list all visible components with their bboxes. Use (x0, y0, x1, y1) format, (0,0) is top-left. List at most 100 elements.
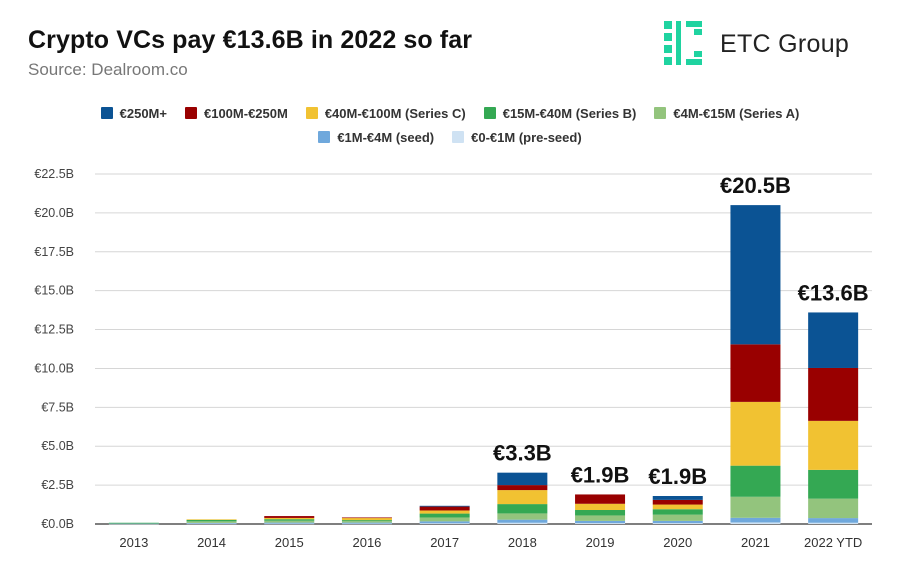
legend-swatch (318, 131, 331, 143)
bar-segment (108, 523, 159, 524)
bar-segment (497, 472, 548, 486)
bar-segment (186, 522, 237, 524)
bar-segment (419, 513, 470, 518)
x-tick-label: 2017 (430, 535, 459, 550)
bar-segment (264, 523, 315, 525)
bar-segment (497, 519, 548, 523)
legend-swatch (452, 131, 465, 143)
bar-segment (419, 517, 470, 522)
y-tick-label: €5.0B (41, 439, 74, 453)
legend-item: €0-€1M (pre-seed) (452, 130, 582, 145)
legend-item: €100M-€250M (184, 105, 288, 121)
logo-block (686, 21, 702, 27)
bar-segment (730, 465, 781, 497)
logo-block (664, 21, 672, 29)
logo-block (694, 51, 702, 57)
y-tick-label: €20.0B (34, 206, 74, 220)
bar-segment (341, 523, 392, 525)
bar-segment (497, 522, 548, 524)
bar-segment (808, 312, 859, 368)
bar-segment (575, 510, 626, 516)
logo-block (694, 29, 702, 35)
bar-segment (264, 516, 315, 518)
bar-segment (108, 523, 159, 525)
legend-row: €250M+ €100M-€250M €40M-€100M (Series C) €1… (0, 103, 900, 123)
legend-label: €15M-€40M (Series B) (502, 105, 637, 121)
x-tick-label: 2016 (352, 535, 381, 550)
chart-legend: €250M+ €100M-€250M €40M-€100M (Series C) €1… (0, 103, 900, 151)
legend-label: €250M+ (119, 105, 167, 121)
total-label: €3.3B (493, 441, 552, 466)
bar-segment (341, 517, 392, 521)
chart-title: Crypto VCs pay €13.6B in 2022 so far (28, 26, 473, 54)
bar-segment (808, 518, 859, 523)
total-label: €20.5B (720, 173, 791, 198)
legend-label: €0-€1M (pre-seed) (471, 129, 582, 145)
bar-segment (186, 521, 237, 523)
bar-segment (419, 510, 470, 514)
bar-segment (808, 367, 859, 421)
total-label: €13.6B (798, 280, 869, 305)
x-tick-label: 2022 YTD (804, 535, 862, 550)
bar-segment (808, 469, 859, 499)
y-tick-label: €7.5B (41, 400, 74, 414)
legend-item: €15M-€40M (Series B) (483, 105, 637, 121)
logo-block (664, 33, 672, 41)
x-tick-label: 2015 (275, 535, 304, 550)
bar-segment (341, 520, 392, 522)
legend-swatch (654, 107, 667, 119)
brand-name: ETC Group (720, 29, 850, 58)
total-label: €1.9B (648, 464, 707, 489)
bar-segment (652, 514, 703, 521)
bar-segment (575, 494, 626, 504)
legend-item: €40M-€100M (Series C) (305, 105, 466, 121)
bar-segment (108, 523, 159, 524)
etc-group-logo-icon (664, 21, 702, 65)
bar-segment (730, 517, 781, 523)
legend-label: €1M-€4M (seed) (337, 129, 435, 145)
x-tick-label: 2013 (119, 535, 148, 550)
legend-item: €4M-€15M (Series A) (654, 106, 799, 121)
y-tick-label: €2.5B (41, 478, 74, 492)
y-tick-label: €10.0B (34, 361, 74, 375)
bar-segment (652, 509, 703, 515)
total-label: €1.9B (571, 462, 630, 487)
legend-item: €1M-€4M (seed) (318, 130, 434, 145)
legend-row: €1M-€4M (seed) €0-€1M (pre-seed) (0, 127, 900, 147)
bar-segment (419, 521, 470, 524)
bar-segment (730, 496, 781, 518)
y-tick-label: €15.0B (34, 284, 74, 298)
legend-item: €250M+ (100, 105, 167, 121)
brand-logo: ETC Group (660, 18, 849, 70)
bar-segment (264, 522, 315, 524)
y-tick-label: €17.5B (34, 245, 74, 259)
bar-segment (341, 521, 392, 523)
bar-segment (186, 519, 237, 520)
bar-segment (108, 522, 159, 524)
bar-segment (186, 519, 237, 522)
bar-segment (341, 522, 392, 524)
bar-segment (575, 523, 626, 524)
x-tick-label: 2014 (197, 535, 226, 550)
bar-segment (497, 504, 548, 514)
bar-segment (652, 520, 703, 524)
x-tick-label: 2021 (741, 535, 770, 550)
y-tick-label: €22.5B (34, 167, 74, 181)
bar-segment (808, 420, 859, 470)
bar-segment (575, 515, 626, 521)
logo-block (686, 59, 702, 65)
bar-segment (341, 517, 392, 519)
legend-label: €40M-€100M (Series C) (324, 105, 466, 121)
bar-segment (652, 523, 703, 524)
legend-label: €4M-€15M (Series A) (673, 105, 800, 121)
bar-segment (264, 519, 315, 521)
bar-segment (730, 401, 781, 466)
y-tick-label: €0.0B (41, 517, 74, 531)
bar-segment (419, 506, 470, 511)
bar-segment (730, 344, 781, 402)
chart-source: Source: Dealroom.co (28, 60, 188, 79)
legend-label: €100M-€250M (203, 105, 288, 121)
bar-segment (652, 496, 703, 500)
legend-swatch (305, 107, 318, 119)
